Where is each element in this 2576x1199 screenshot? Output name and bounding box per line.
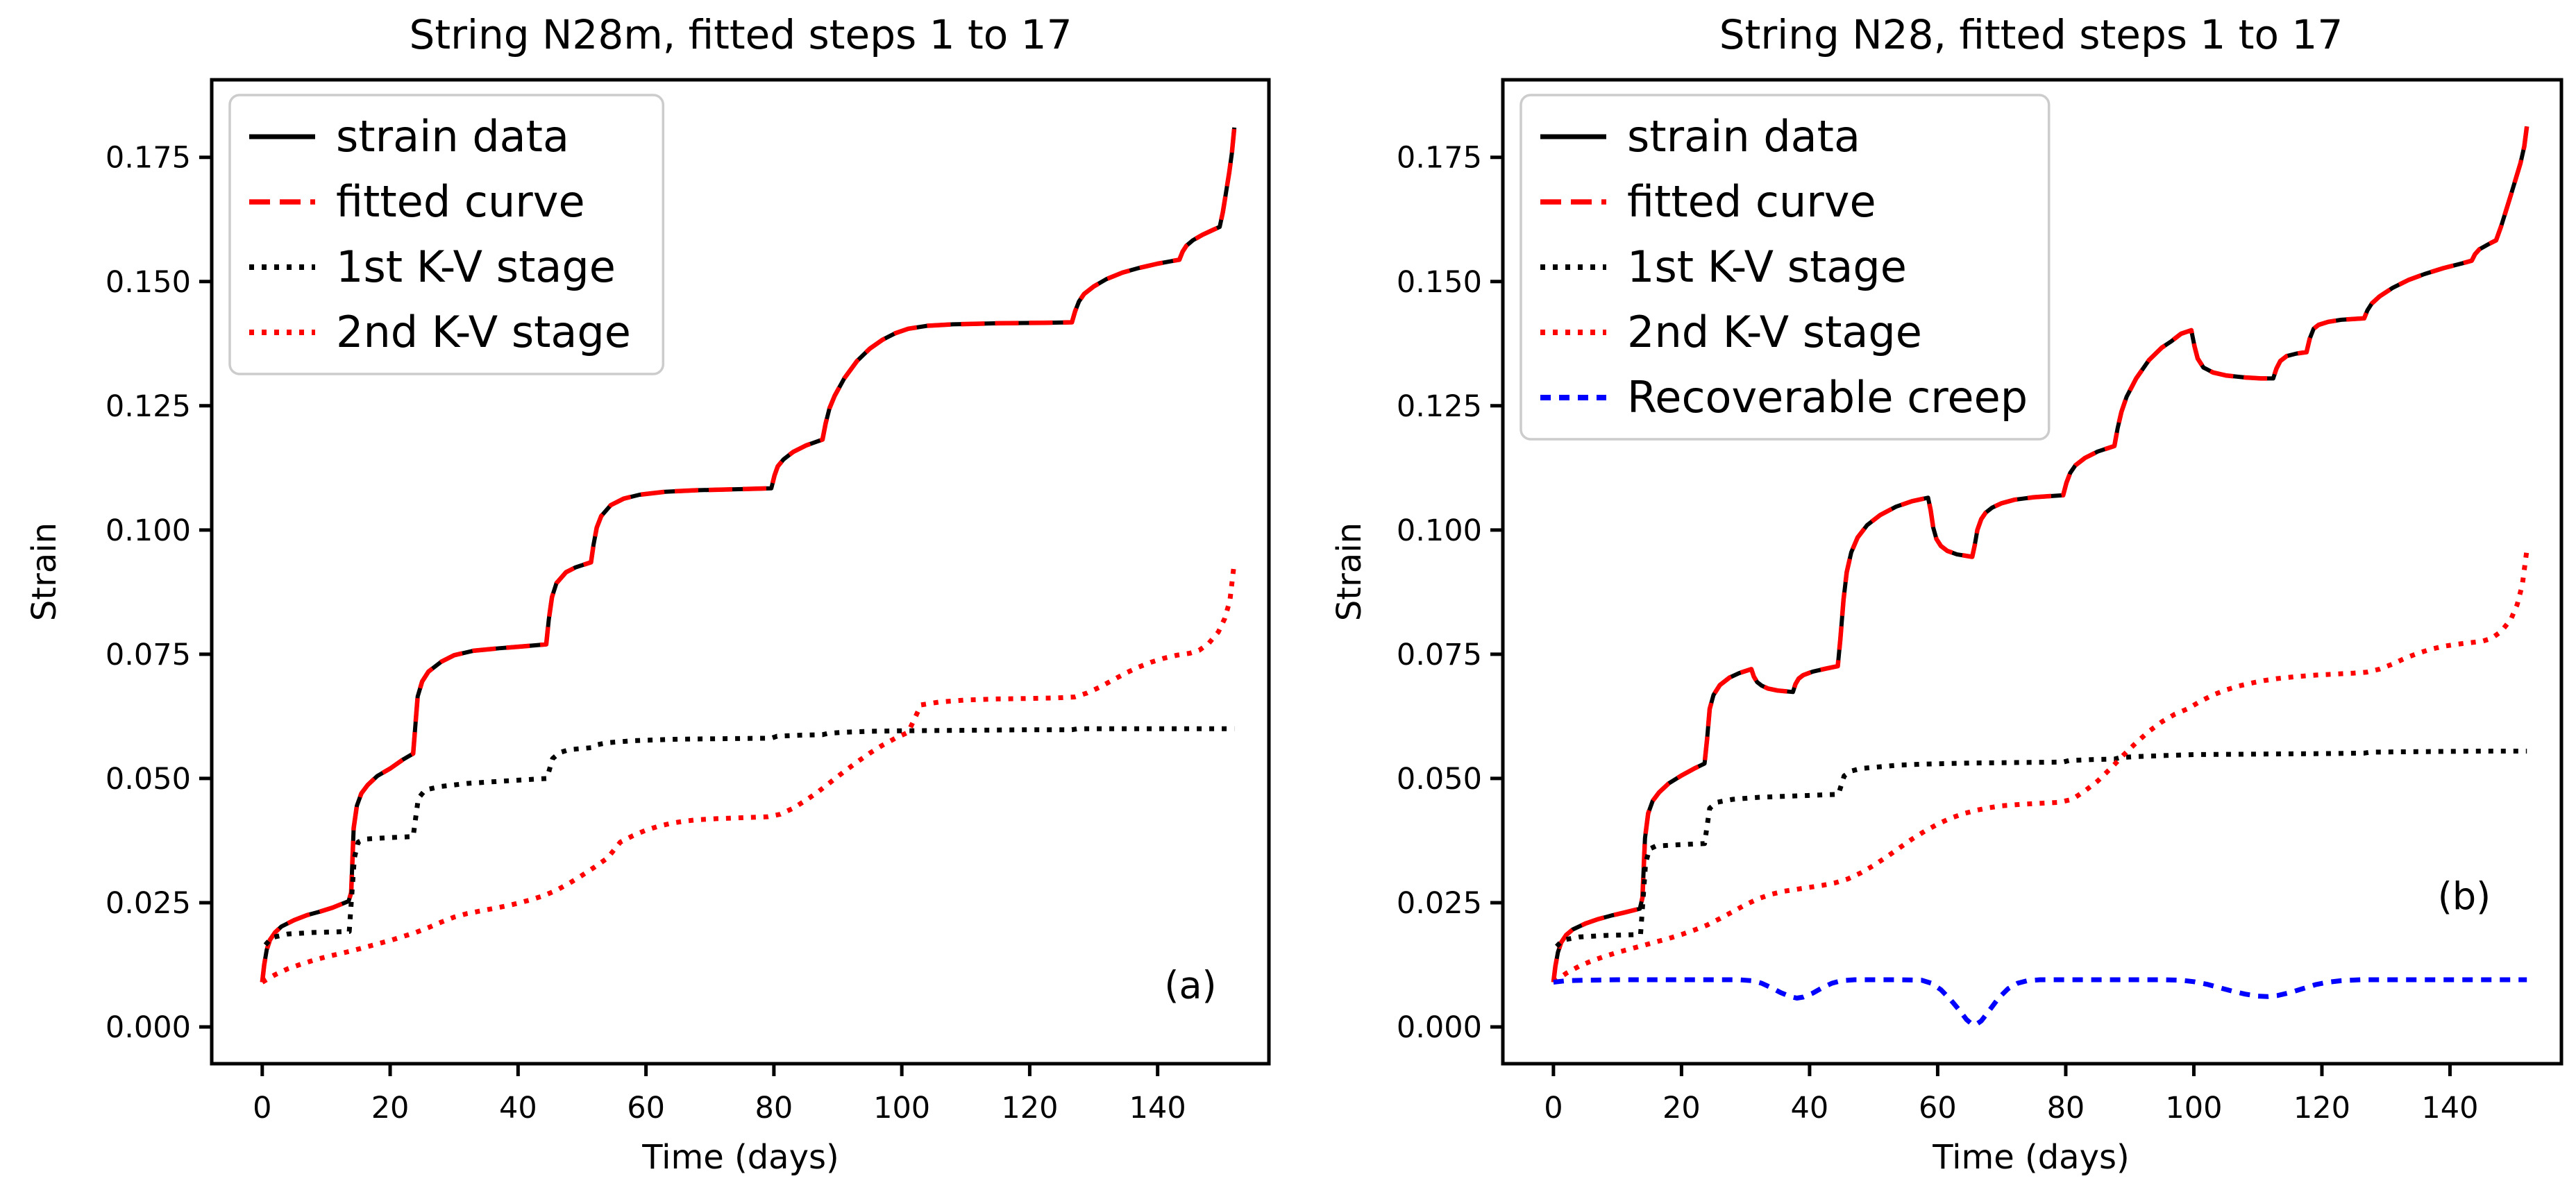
y-tick-label: 0.150: [106, 265, 191, 300]
y-tick-label: 0.175: [1397, 141, 1482, 176]
y-tick-label: 0.050: [1397, 762, 1482, 797]
series-fitted-curve: [260, 127, 1237, 983]
series-kv2-stage: [261, 561, 1237, 985]
legend-label-strain-data: strain data: [1627, 111, 1860, 162]
legend-box: [1519, 94, 2051, 441]
legend-label-strain-data: strain data: [336, 111, 569, 162]
chart-a-x-axis-label: Time (days): [642, 1138, 839, 1177]
x-tick-label: 100: [873, 1091, 930, 1125]
x-tick-label: 120: [1001, 1091, 1058, 1125]
x-tick-label: 0: [1544, 1091, 1563, 1125]
series-kv2-stage: [1551, 550, 2529, 985]
y-tick-label: 0.050: [106, 762, 191, 797]
legend-label-kv1-stage: 1st K-V stage: [336, 241, 616, 292]
series-recoverable-creep: [1553, 977, 2527, 1027]
chart-b-title: String N28, fitted steps 1 to 17: [1719, 11, 2343, 58]
x-tick-label: 60: [1919, 1091, 1957, 1125]
y-tick-label: 0.100: [106, 513, 191, 548]
x-tick-label: 0: [253, 1091, 271, 1125]
x-tick-label: 140: [1129, 1091, 1186, 1125]
chart-panel-a: 0 20 40 60 80 100 120 140 0.000 0.025 0.050 0.075 0.…: [106, 78, 1271, 1125]
chart-panel-b: 0 20 40 60 80 100 120 140 0.000 0.025 0.050 0.075 0.…: [1397, 78, 2564, 1125]
axes-frame: [1501, 78, 2564, 1066]
chart-b-x-axis-label: Time (days): [1933, 1138, 2130, 1177]
y-tick-label: 0.125: [1397, 389, 1482, 424]
x-tick-label: 60: [627, 1091, 665, 1125]
chart-b-panel-annotation: (b): [2437, 874, 2491, 919]
chart-a-y-axis-label: Strain: [25, 522, 64, 622]
chart-b-y-axis-label: Strain: [1330, 522, 1369, 622]
legend-label-kv1-stage: 1st K-V stage: [1627, 241, 1907, 292]
y-tick-label: 0.000: [106, 1010, 191, 1045]
legend-label-fitted-curve: fitted curve: [336, 176, 585, 227]
legend-label-fitted-curve: fitted curve: [1627, 176, 1876, 227]
chart-a-title: String N28m, fitted steps 1 to 17: [409, 11, 1072, 58]
series-kv1-stage: [263, 726, 1235, 947]
x-tick-label: 120: [2293, 1091, 2350, 1125]
series-fitted-curve: [1551, 126, 2529, 983]
y-tick-label: 0.075: [1397, 638, 1482, 672]
x-tick-label: 80: [2047, 1091, 2085, 1125]
chart-a-panel-annotation: (a): [1164, 963, 1217, 1007]
legend-label-kv2-stage: 2nd K-V stage: [336, 307, 631, 357]
x-tick-label: 20: [371, 1091, 410, 1125]
y-tick-label: 0.000: [1397, 1010, 1482, 1045]
y-tick-label: 0.025: [1397, 886, 1482, 921]
x-tick-label: 40: [499, 1091, 537, 1125]
x-tick-label: 140: [2421, 1091, 2478, 1125]
axes-frame: [210, 78, 1271, 1066]
y-tick-label: 0.100: [1397, 513, 1482, 548]
y-tick-label: 0.125: [106, 389, 191, 424]
x-tick-label: 80: [755, 1091, 793, 1125]
y-tick-label: 0.075: [106, 638, 191, 672]
x-tick-label: 40: [1791, 1091, 1829, 1125]
x-tick-label: 20: [1662, 1091, 1701, 1125]
y-tick-label: 0.025: [106, 886, 191, 921]
x-tick-label: 100: [2165, 1091, 2222, 1125]
legend-label-recoverable-creep: Recoverable creep: [1627, 372, 2028, 423]
legend-box: [228, 94, 665, 375]
y-tick-label: 0.175: [106, 141, 191, 176]
legend-label-kv2-stage: 2nd K-V stage: [1627, 307, 1922, 357]
series-kv1-stage: [1555, 749, 2527, 949]
y-tick-label: 0.150: [1397, 265, 1482, 300]
